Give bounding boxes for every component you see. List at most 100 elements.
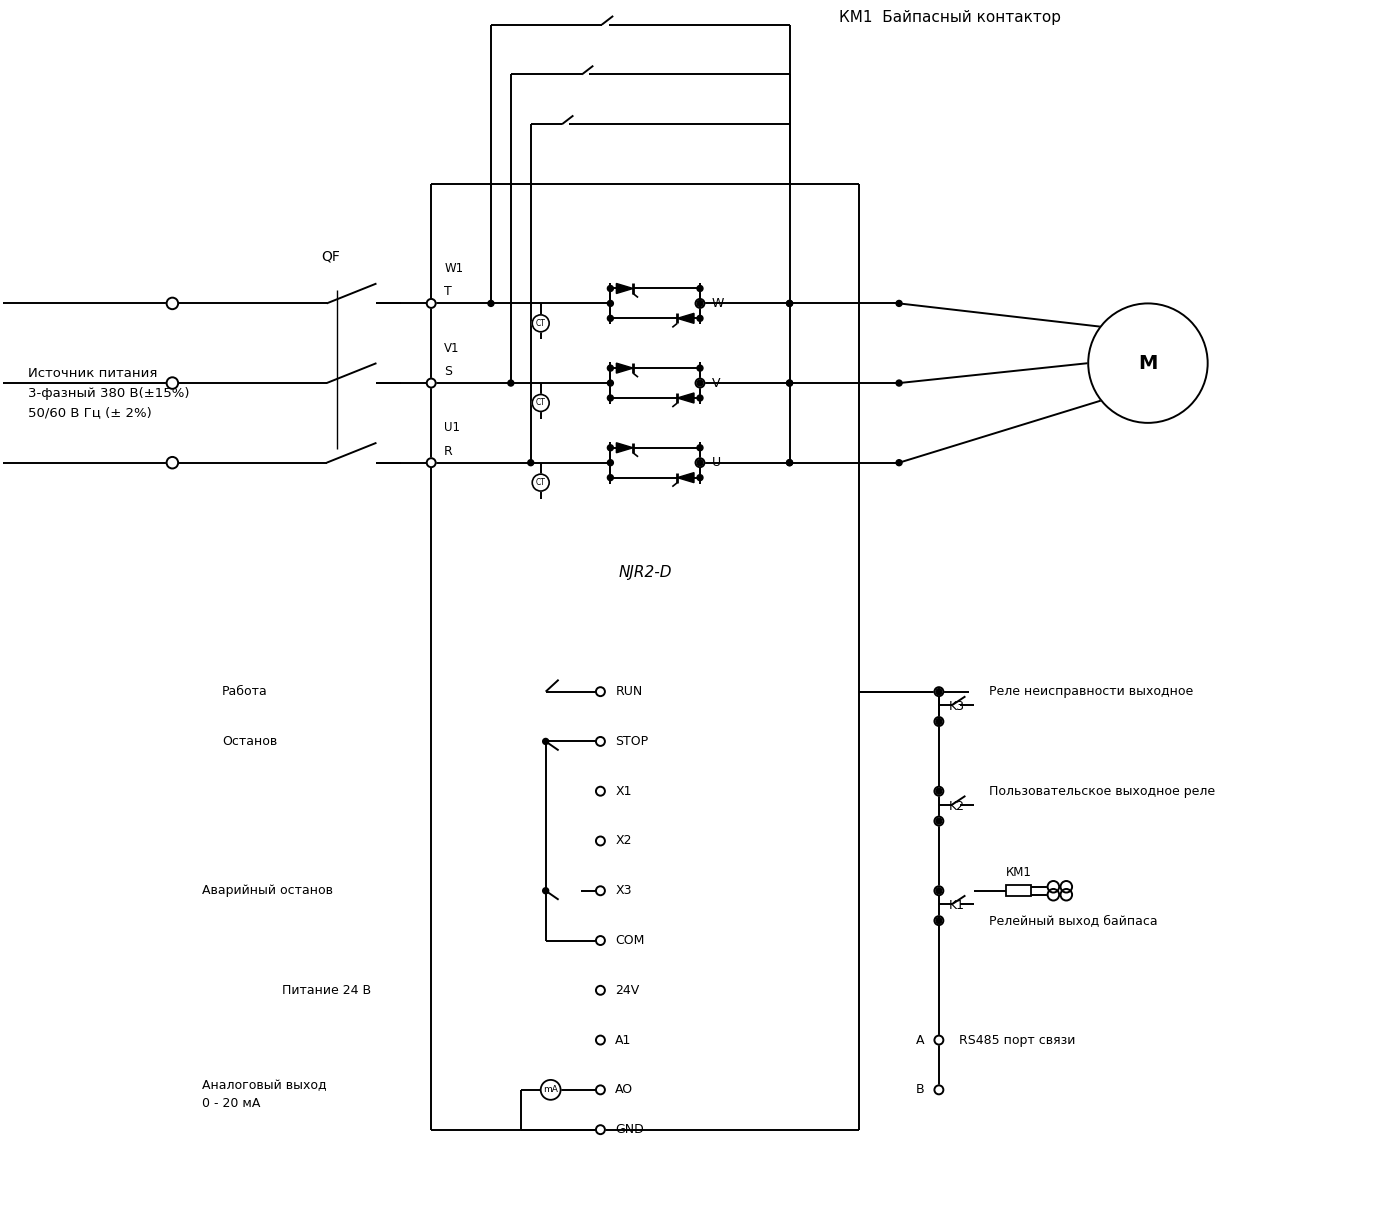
- Text: K1: K1: [949, 899, 965, 912]
- Circle shape: [787, 301, 792, 307]
- Circle shape: [934, 787, 944, 796]
- Circle shape: [427, 299, 435, 308]
- Text: AO: AO: [616, 1083, 634, 1096]
- Text: NJR2-D: NJR2-D: [619, 564, 671, 580]
- Circle shape: [607, 379, 613, 386]
- Circle shape: [532, 315, 549, 331]
- Circle shape: [1048, 890, 1059, 901]
- Circle shape: [696, 286, 703, 292]
- Text: A1: A1: [616, 1034, 631, 1046]
- Text: X1: X1: [616, 785, 632, 797]
- Text: mA: mA: [543, 1085, 559, 1094]
- Text: X3: X3: [616, 885, 632, 897]
- Circle shape: [1088, 303, 1208, 423]
- Circle shape: [596, 986, 605, 994]
- Circle shape: [607, 395, 613, 400]
- Circle shape: [607, 460, 613, 466]
- Circle shape: [934, 717, 944, 726]
- Circle shape: [696, 445, 703, 451]
- Circle shape: [696, 460, 703, 466]
- Circle shape: [934, 1036, 944, 1045]
- Circle shape: [167, 457, 178, 468]
- Text: STOP: STOP: [616, 736, 649, 748]
- Text: V: V: [712, 377, 720, 389]
- Circle shape: [596, 886, 605, 896]
- Circle shape: [427, 458, 435, 467]
- Polygon shape: [616, 363, 632, 373]
- Circle shape: [695, 378, 705, 388]
- Text: W1: W1: [445, 262, 463, 275]
- Circle shape: [607, 315, 613, 322]
- Circle shape: [542, 738, 549, 744]
- Text: 24V: 24V: [616, 984, 639, 997]
- Circle shape: [427, 378, 435, 388]
- Text: COM: COM: [616, 934, 645, 947]
- Circle shape: [696, 395, 703, 400]
- Text: K2: K2: [949, 800, 965, 813]
- Circle shape: [935, 689, 942, 695]
- Text: Источник питания
3-фазный 380 В(±15%)
50/60 В Гц (± 2%): Источник питания 3-фазный 380 В(±15%) 50…: [28, 366, 189, 420]
- Circle shape: [787, 379, 792, 386]
- Text: КМ1: КМ1: [1005, 866, 1031, 878]
- Circle shape: [541, 1080, 560, 1100]
- Circle shape: [695, 299, 705, 308]
- Circle shape: [934, 687, 944, 696]
- Circle shape: [696, 301, 703, 307]
- Circle shape: [596, 787, 605, 796]
- Circle shape: [542, 888, 549, 893]
- Text: QF: QF: [321, 250, 341, 264]
- Circle shape: [596, 687, 605, 696]
- Circle shape: [167, 377, 178, 389]
- Text: CT: CT: [535, 478, 546, 487]
- Circle shape: [934, 886, 944, 896]
- Circle shape: [897, 379, 902, 386]
- Circle shape: [596, 1085, 605, 1094]
- Polygon shape: [677, 313, 694, 323]
- Circle shape: [607, 445, 613, 451]
- Polygon shape: [616, 442, 632, 453]
- Text: Аварийный останов: Аварийный останов: [202, 885, 334, 897]
- Text: М: М: [1138, 354, 1158, 372]
- Circle shape: [528, 460, 534, 466]
- Polygon shape: [677, 393, 694, 403]
- Circle shape: [787, 379, 792, 386]
- Text: B: B: [916, 1083, 924, 1096]
- Circle shape: [596, 837, 605, 845]
- Text: Реле неисправности выходное: Реле неисправности выходное: [988, 685, 1193, 699]
- Circle shape: [596, 1036, 605, 1045]
- Text: RUN: RUN: [616, 685, 642, 699]
- Circle shape: [934, 817, 944, 825]
- Text: V1: V1: [445, 341, 460, 355]
- Text: КМ1  Байпасный контактор: КМ1 Байпасный контактор: [840, 10, 1062, 25]
- Polygon shape: [616, 283, 632, 293]
- Circle shape: [532, 474, 549, 492]
- Circle shape: [935, 918, 942, 924]
- Text: RS485 порт связи: RS485 порт связи: [959, 1034, 1076, 1046]
- Text: X2: X2: [616, 834, 632, 848]
- Text: Питание 24 В: Питание 24 В: [282, 984, 371, 997]
- Circle shape: [787, 301, 792, 307]
- Circle shape: [488, 301, 493, 307]
- Text: R: R: [445, 445, 453, 458]
- Circle shape: [696, 365, 703, 371]
- Text: U: U: [712, 456, 721, 469]
- Text: CT: CT: [535, 319, 546, 328]
- Text: Работа: Работа: [222, 685, 268, 699]
- Text: S: S: [445, 365, 452, 378]
- Circle shape: [696, 379, 703, 386]
- Circle shape: [787, 460, 792, 466]
- Circle shape: [897, 301, 902, 307]
- Text: Релейный выход байпаса: Релейный выход байпаса: [988, 914, 1158, 928]
- Circle shape: [507, 379, 514, 386]
- Text: W: W: [712, 297, 724, 310]
- Text: Пользовательское выходное реле: Пользовательское выходное реле: [988, 785, 1215, 797]
- Circle shape: [935, 818, 942, 824]
- Circle shape: [1061, 881, 1072, 892]
- Text: A: A: [916, 1034, 924, 1046]
- Text: Аналоговый выход
0 - 20 мА: Аналоговый выход 0 - 20 мА: [202, 1079, 327, 1110]
- Circle shape: [532, 394, 549, 411]
- Circle shape: [596, 936, 605, 945]
- Circle shape: [935, 718, 942, 724]
- Circle shape: [935, 888, 942, 893]
- Circle shape: [607, 301, 613, 307]
